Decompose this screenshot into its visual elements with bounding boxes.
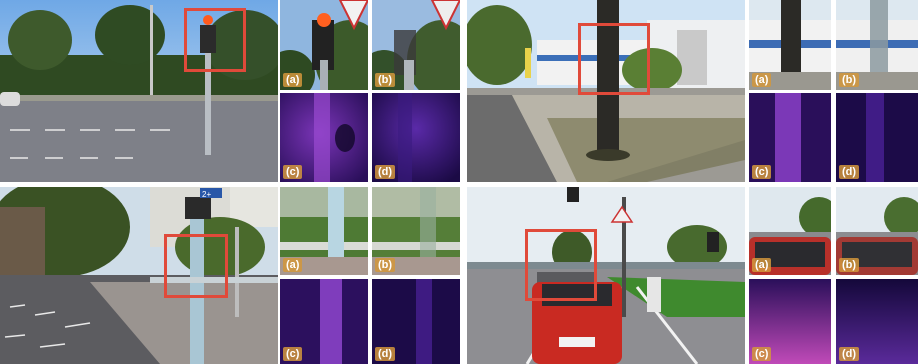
scene-tl-crop-a: (a) (280, 0, 368, 90)
highlight-box (578, 23, 650, 95)
label-c: (c) (283, 165, 303, 179)
scene-bl-crop-b: (b) (372, 187, 460, 275)
scene-tr-heatmap-d: (d) (836, 93, 918, 182)
scene-tl-heatmap-d: (d) (372, 93, 460, 182)
scene-br-crop-a: (a) (749, 187, 831, 275)
scene-tl-main (0, 0, 278, 182)
label-d: (d) (839, 347, 860, 361)
label-d: (d) (375, 165, 396, 179)
scene-tr-main (467, 0, 745, 182)
label-a: (a) (283, 258, 303, 272)
scene-br-crop-b: (b) (836, 187, 918, 275)
label-b: (b) (839, 258, 860, 272)
sign-text: 2+ (202, 190, 211, 199)
scene-tl-heatmap-c: (c) (280, 93, 368, 182)
scene-br-heatmap-c: (c) (749, 279, 831, 364)
highlight-box (184, 8, 246, 72)
scene-tr-crop-b: (b) (836, 0, 918, 90)
scene-bl-main: 2+ (0, 187, 278, 364)
label-c: (c) (283, 347, 303, 361)
label-c: (c) (752, 347, 772, 361)
scene-bl-crop-a: (a) (280, 187, 368, 275)
scene-bl-heatmap-c: (c) (280, 279, 368, 364)
label-b: (b) (839, 73, 860, 87)
scene-tr-heatmap-c: (c) (749, 93, 831, 182)
label-b: (b) (375, 73, 396, 87)
label-d: (d) (839, 165, 860, 179)
scene-br-main (467, 187, 745, 364)
label-c: (c) (752, 165, 772, 179)
scene-tl-crop-b: (b) (372, 0, 460, 90)
label-a: (a) (752, 258, 772, 272)
scene-br-heatmap-d: (d) (836, 279, 918, 364)
scene-tr-crop-a: (a) (749, 0, 831, 90)
highlight-box (164, 234, 228, 298)
label-b: (b) (375, 258, 396, 272)
scene-bl-heatmap-d: (d) (372, 279, 460, 364)
label-d: (d) (375, 347, 396, 361)
label-a: (a) (752, 73, 772, 87)
label-a: (a) (283, 73, 303, 87)
highlight-box (525, 229, 597, 301)
